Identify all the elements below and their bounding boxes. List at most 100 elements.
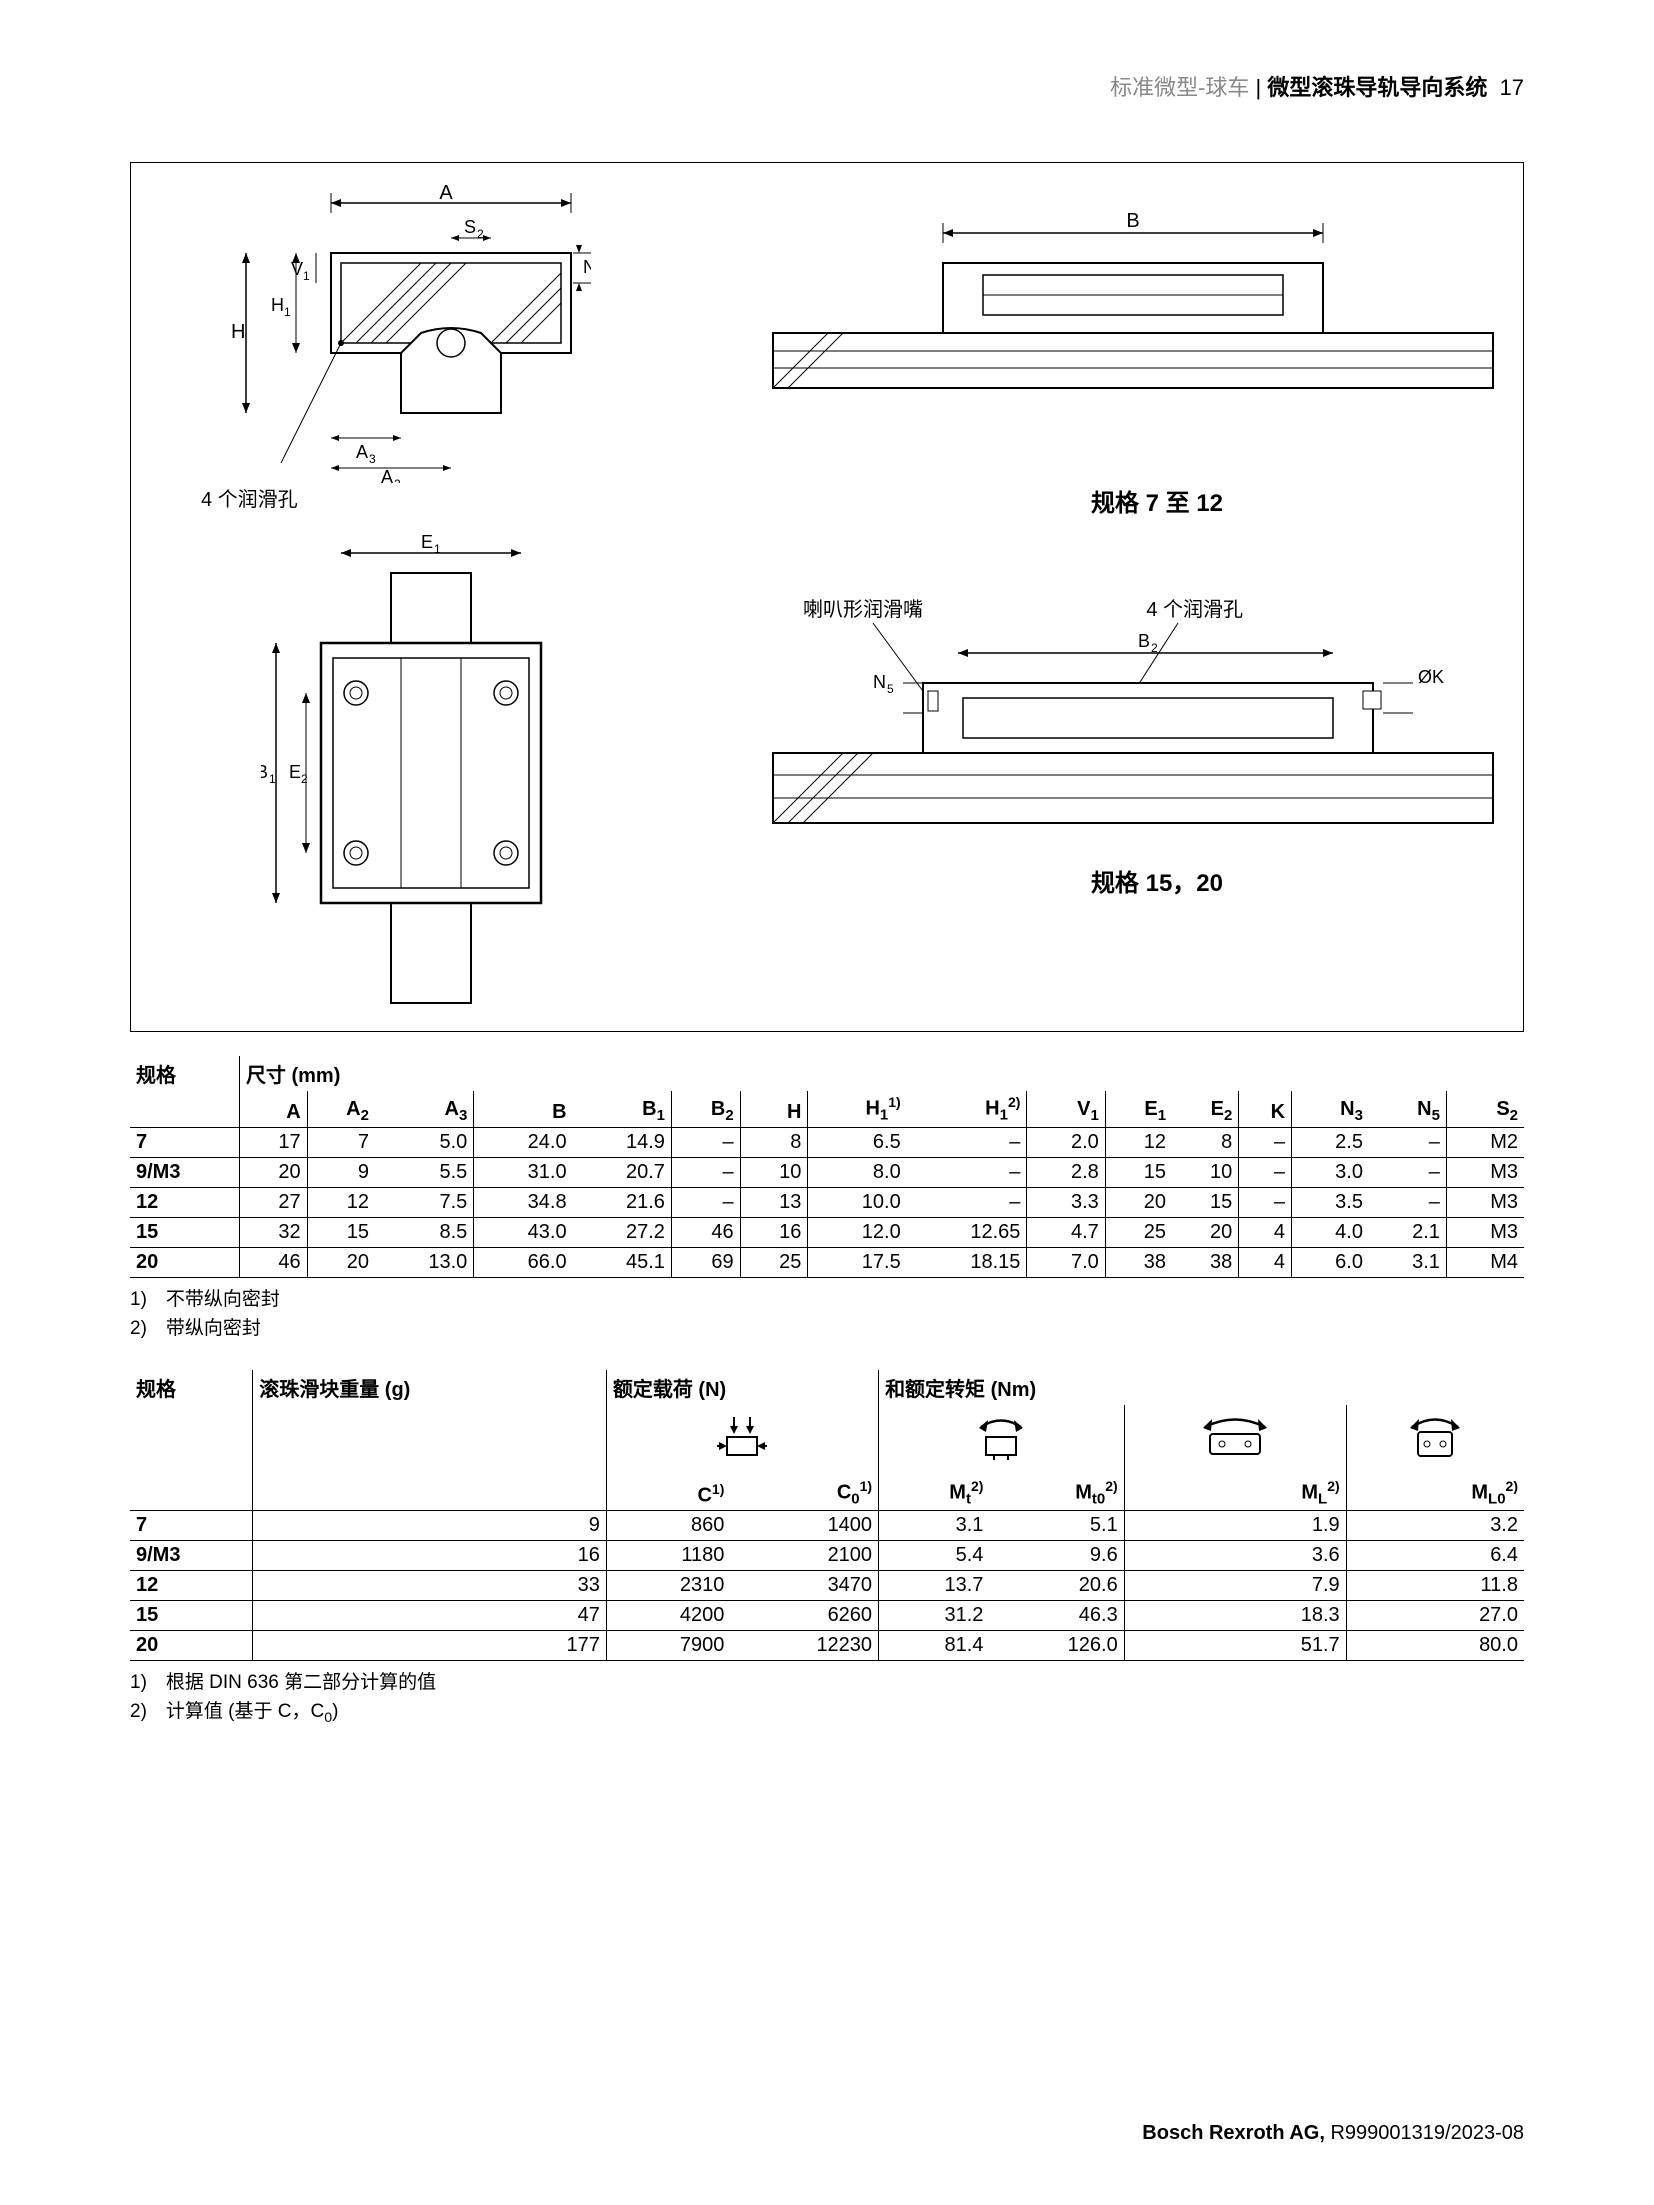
td-val: 2.0 xyxy=(1027,1127,1105,1157)
td-val: M3 xyxy=(1446,1217,1524,1247)
td-val: 12 xyxy=(1105,1127,1172,1157)
td-val: 18.15 xyxy=(907,1247,1027,1277)
td-spec: 7 xyxy=(130,1511,253,1541)
td-val: 20 xyxy=(239,1157,307,1187)
td-val: 69 xyxy=(671,1247,740,1277)
td-val: 12.0 xyxy=(808,1217,907,1247)
td-val: 1180 xyxy=(606,1541,730,1571)
table1-note2: 2) 带纵向密封 xyxy=(130,1313,1524,1340)
td-val: 5.5 xyxy=(375,1157,474,1187)
td-val: 27.2 xyxy=(573,1217,672,1247)
td-val: 20 xyxy=(1105,1187,1172,1217)
td-val: 4 xyxy=(1239,1247,1292,1277)
th-col: H11) xyxy=(808,1091,907,1127)
th-spec: 规格 xyxy=(130,1056,239,1091)
td-val: 20.7 xyxy=(573,1157,672,1187)
td-val: – xyxy=(907,1127,1027,1157)
td-val: 3.6 xyxy=(1124,1541,1346,1571)
svg-text:2: 2 xyxy=(1151,641,1158,655)
td-val: 12.65 xyxy=(907,1217,1027,1247)
th-col: A2 xyxy=(307,1091,375,1127)
td-weight: 177 xyxy=(253,1631,607,1661)
th-col: Mt02) xyxy=(989,1475,1124,1511)
td-val: 1400 xyxy=(730,1511,878,1541)
td-weight: 47 xyxy=(253,1601,607,1631)
th-col: N5 xyxy=(1369,1091,1446,1127)
th-col: C1) xyxy=(606,1475,730,1511)
svg-text:H: H xyxy=(271,295,284,315)
td-val: 860 xyxy=(606,1511,730,1541)
th-dim: 尺寸 (mm) xyxy=(239,1056,1524,1091)
svg-text:A: A xyxy=(381,467,393,483)
lube-holes-label-1: 4 个润滑孔 xyxy=(201,483,298,512)
td-val: 25 xyxy=(740,1247,808,1277)
td-val: 7.9 xyxy=(1124,1571,1346,1601)
td-val: 12230 xyxy=(730,1631,878,1661)
svg-text:2: 2 xyxy=(477,227,484,241)
td-val: 51.7 xyxy=(1124,1631,1346,1661)
svg-text:A: A xyxy=(439,183,453,204)
td-val: 11.8 xyxy=(1346,1571,1524,1601)
td-val: 6.5 xyxy=(808,1127,907,1157)
page-footer: Bosch Rexroth AG, R999001319/2023-08 xyxy=(1142,2122,1524,2145)
svg-text:N: N xyxy=(873,672,886,692)
td-val: 31.2 xyxy=(879,1601,990,1631)
td-val: 80.0 xyxy=(1346,1631,1524,1661)
th-col: Mt2) xyxy=(879,1475,990,1511)
td-val: 5.4 xyxy=(879,1541,990,1571)
svg-text:1: 1 xyxy=(284,305,291,319)
breadcrumb-light: 标准微型-球车 xyxy=(1110,75,1249,100)
td-val: 43.0 xyxy=(474,1217,573,1247)
svg-text:N: N xyxy=(583,257,591,277)
td-val: 9.6 xyxy=(989,1541,1124,1571)
td-val: 21.6 xyxy=(573,1187,672,1217)
th-col: C01) xyxy=(730,1475,878,1511)
svg-text:E: E xyxy=(289,762,301,782)
table1-note1: 1) 不带纵向密封 xyxy=(130,1284,1524,1311)
th-col: S2 xyxy=(1446,1091,1524,1127)
td-spec: 20 xyxy=(130,1631,253,1661)
td-val: – xyxy=(907,1157,1027,1187)
td-spec: 12 xyxy=(130,1187,239,1217)
td-val: 3470 xyxy=(730,1571,878,1601)
svg-text:1: 1 xyxy=(303,269,310,283)
td-val: 4200 xyxy=(606,1601,730,1631)
page-number: 17 xyxy=(1500,75,1524,100)
td-val: – xyxy=(671,1127,740,1157)
breadcrumb-bold: 微型滚珠导轨导向系统 xyxy=(1267,75,1487,100)
td-val: 20 xyxy=(307,1247,375,1277)
th-col: K xyxy=(1239,1091,1292,1127)
td-val: 10.0 xyxy=(808,1187,907,1217)
td-val: 66.0 xyxy=(474,1247,573,1277)
td-val: – xyxy=(1239,1127,1292,1157)
td-val: 3.1 xyxy=(1369,1247,1446,1277)
td-val: 3.5 xyxy=(1292,1187,1369,1217)
svg-text:ØK: ØK xyxy=(1418,667,1444,687)
th-col: B xyxy=(474,1091,573,1127)
table1-notes: 1) 不带纵向密封 2) 带纵向密封 xyxy=(130,1284,1524,1340)
td-val: – xyxy=(1369,1157,1446,1187)
footer-company: Bosch Rexroth AG, xyxy=(1142,2122,1325,2144)
td-spec: 15 xyxy=(130,1601,253,1631)
td-val: 4.0 xyxy=(1292,1217,1369,1247)
td-val: – xyxy=(671,1157,740,1187)
th-col: E1 xyxy=(1105,1091,1172,1127)
top-view-diagram: E1 B1 E2 xyxy=(261,533,581,1013)
td-val: M3 xyxy=(1446,1157,1524,1187)
td-val: 16 xyxy=(740,1217,808,1247)
table2-note1: 1) 根据 DIN 636 第二部分计算的值 xyxy=(130,1667,1524,1694)
td-val: 31.0 xyxy=(474,1157,573,1187)
td-val: 7.0 xyxy=(1027,1247,1105,1277)
th-load: 额定载荷 (N) xyxy=(606,1370,878,1405)
td-val: – xyxy=(1239,1187,1292,1217)
th-col: ML2) xyxy=(1124,1475,1346,1511)
td-val: 3.0 xyxy=(1292,1157,1369,1187)
td-val: M3 xyxy=(1446,1187,1524,1217)
table2-notes: 1) 根据 DIN 636 第二部分计算的值 2) 计算值 (基于 C，C0) xyxy=(130,1667,1524,1726)
td-spec: 9/M3 xyxy=(130,1157,239,1187)
svg-text:1: 1 xyxy=(269,772,276,786)
size-15-20-label: 规格 15，20 xyxy=(1091,863,1223,898)
td-spec: 15 xyxy=(130,1217,239,1247)
td-weight: 9 xyxy=(253,1511,607,1541)
td-val: 10 xyxy=(1172,1157,1239,1187)
